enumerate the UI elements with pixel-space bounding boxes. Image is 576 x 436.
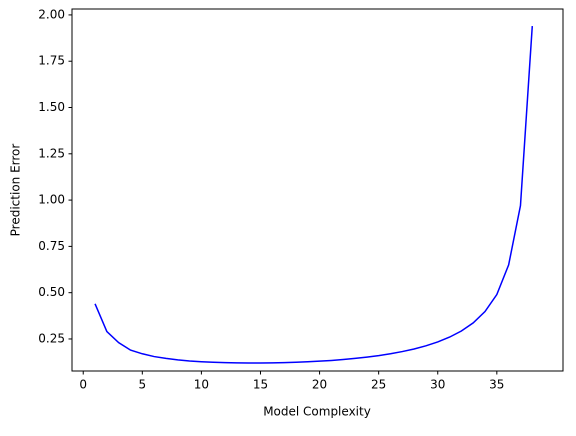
x-tick-label: 0: [79, 378, 87, 392]
x-tick-label: 25: [371, 378, 386, 392]
x-tick-label: 15: [253, 378, 268, 392]
y-tick-label: 1.50: [38, 100, 65, 114]
x-tick-label: 35: [489, 378, 504, 392]
y-tick-label: 1.75: [38, 54, 65, 68]
axes-frame: [71, 8, 564, 372]
y-tick-label: 1.25: [38, 146, 65, 160]
x-axis-label: Model Complexity: [263, 405, 371, 419]
y-tick-label: 1.00: [38, 193, 65, 207]
y-tick-label: 0.25: [38, 331, 65, 345]
x-tick-label: 20: [312, 378, 327, 392]
y-tick-label: 0.75: [38, 239, 65, 253]
y-tick-label: 0.50: [38, 285, 65, 299]
line: [94, 25, 534, 364]
y-tick-label: 2.00: [38, 7, 65, 21]
x-tick-label: 30: [430, 378, 445, 392]
x-tick-label: 10: [194, 378, 209, 392]
x-tick-label: 5: [138, 378, 146, 392]
y-axis-label: Prediction Error: [9, 144, 23, 237]
